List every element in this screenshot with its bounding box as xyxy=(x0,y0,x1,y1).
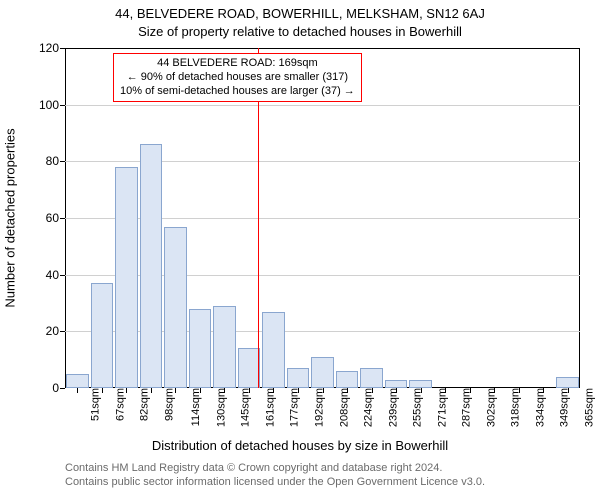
histogram-bar xyxy=(66,374,89,388)
title-address: 44, BELVEDERE ROAD, BOWERHILL, MELKSHAM,… xyxy=(0,6,600,21)
x-tick-mark xyxy=(372,388,373,393)
annotation-line-3: 10% of semi-detached houses are larger (… xyxy=(120,85,355,99)
y-tick-label: 60 xyxy=(46,211,65,225)
x-tick-label: 98sqm xyxy=(159,388,175,421)
y-tick-label: 0 xyxy=(52,381,65,395)
x-tick-mark xyxy=(151,388,152,393)
x-tick-label: 224sqm xyxy=(359,388,375,427)
histogram-bar xyxy=(556,377,579,388)
x-tick-label: 334sqm xyxy=(530,388,546,427)
y-tick-label: 80 xyxy=(46,154,65,168)
x-tick-mark xyxy=(568,388,569,393)
footer-copyright: Contains HM Land Registry data © Crown c… xyxy=(65,462,442,474)
histogram-bar xyxy=(140,144,163,388)
x-tick-mark xyxy=(175,388,176,393)
histogram-bar xyxy=(91,283,114,388)
x-tick-label: 114sqm xyxy=(187,388,203,426)
x-tick-label: 239sqm xyxy=(383,388,399,427)
histogram-bar xyxy=(213,306,236,388)
histogram-bar xyxy=(262,312,285,389)
annotation-line-1: 44 BELVEDERE ROAD: 169sqm xyxy=(120,57,355,71)
x-tick-label: 177sqm xyxy=(285,388,301,427)
x-tick-label: 255sqm xyxy=(408,388,424,427)
x-tick-mark xyxy=(224,388,225,393)
title-subtitle: Size of property relative to detached ho… xyxy=(0,24,600,39)
y-tick-label: 20 xyxy=(46,324,65,338)
annotation-line-2: ← 90% of detached houses are smaller (31… xyxy=(120,71,355,85)
x-tick-label: 365sqm xyxy=(579,388,595,427)
x-tick-mark xyxy=(494,388,495,393)
y-tick-label: 40 xyxy=(46,268,65,282)
y-tick-label: 100 xyxy=(39,98,65,112)
x-tick-label: 349sqm xyxy=(555,388,571,427)
x-tick-label: 67sqm xyxy=(110,388,126,421)
x-tick-mark xyxy=(126,388,127,393)
histogram-bar xyxy=(164,227,187,389)
x-tick-label: 161sqm xyxy=(260,388,276,427)
x-tick-mark xyxy=(519,388,520,393)
x-tick-mark xyxy=(77,388,78,393)
x-tick-label: 130sqm xyxy=(211,388,227,427)
x-tick-label: 82sqm xyxy=(135,388,151,421)
y-tick-label: 120 xyxy=(39,41,65,55)
x-tick-mark xyxy=(323,388,324,393)
gridline xyxy=(65,105,580,106)
x-tick-label: 318sqm xyxy=(506,388,522,427)
x-tick-label: 287sqm xyxy=(457,388,473,427)
histogram-bar xyxy=(311,357,334,388)
x-tick-label: 192sqm xyxy=(310,388,326,427)
footer-licence: Contains public sector information licen… xyxy=(65,476,485,488)
annotation-box: 44 BELVEDERE ROAD: 169sqm ← 90% of detac… xyxy=(113,53,362,102)
histogram-bar xyxy=(189,309,212,388)
x-tick-label: 271sqm xyxy=(432,388,448,427)
y-axis-label: Number of detached properties xyxy=(3,128,18,307)
x-tick-mark xyxy=(273,388,274,393)
x-tick-mark xyxy=(396,388,397,393)
histogram-bar xyxy=(115,167,138,388)
x-tick-label: 145sqm xyxy=(236,388,252,427)
chart-container: 44, BELVEDERE ROAD, BOWERHILL, MELKSHAM,… xyxy=(0,0,600,500)
x-tick-label: 208sqm xyxy=(334,388,350,427)
histogram-bar xyxy=(385,380,408,389)
x-tick-mark xyxy=(445,388,446,393)
x-tick-mark xyxy=(298,388,299,393)
histogram-bar xyxy=(287,368,310,388)
x-tick-mark xyxy=(200,388,201,393)
x-tick-mark xyxy=(102,388,103,393)
x-tick-mark xyxy=(543,388,544,393)
x-tick-label: 51sqm xyxy=(86,388,102,421)
x-tick-label: 302sqm xyxy=(481,388,497,427)
histogram-bar xyxy=(238,348,261,388)
x-tick-mark xyxy=(421,388,422,393)
x-tick-mark xyxy=(347,388,348,393)
x-tick-mark xyxy=(249,388,250,393)
x-axis-label: Distribution of detached houses by size … xyxy=(0,438,600,453)
histogram-bar xyxy=(336,371,359,388)
histogram-bar xyxy=(360,368,383,388)
histogram-bar xyxy=(409,380,432,389)
x-tick-mark xyxy=(470,388,471,393)
